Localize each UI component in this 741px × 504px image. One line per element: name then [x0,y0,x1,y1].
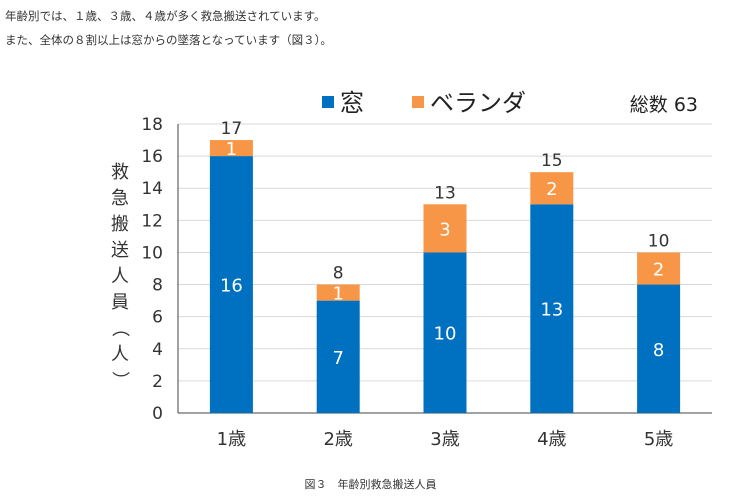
legend-label: 窓 [340,89,364,117]
y-tick-label: 16 [141,147,163,167]
data-label: 3 [439,219,450,240]
figure-caption: 図３ 年齢別救急搬送人員 [304,478,437,491]
stacked-bar-chart: 024681012141618救急搬送人員（人）161171歳7182歳1031… [109,89,712,450]
bar-window [530,204,574,413]
bar-veranda [316,284,360,301]
legend-swatch [322,96,334,108]
data-label: 16 [220,276,243,297]
total-label: 15 [541,151,563,171]
y-tick-label: 0 [152,404,163,424]
y-tick-label: 6 [152,308,163,328]
y-tick-label: 10 [141,243,163,263]
y-tick-label: 2 [152,372,163,392]
total-label: 17 [221,119,243,139]
y-tick-label: 18 [141,115,163,135]
data-label: 2 [546,179,557,200]
bar-veranda [423,204,467,253]
y-axis-label-char: 人 [111,344,129,365]
bar-veranda [209,140,253,157]
y-axis-label-char: （ [109,319,130,337]
data-label: 1 [332,284,343,305]
x-tick-label: 5歳 [644,429,673,450]
y-tick-label: 14 [141,179,163,199]
data-label: 8 [653,340,664,361]
legend-label: ベランダ [430,89,526,117]
data-label: 2 [653,260,664,281]
total-label: 13 [434,183,456,203]
y-axis-label-char: ） [109,371,130,389]
data-label: 10 [434,324,457,345]
total-label: 10 [648,231,670,251]
y-tick-label: 4 [152,340,163,360]
legend-swatch [412,96,424,108]
bar-window [637,284,681,413]
y-axis-label-char: 送 [111,240,129,261]
x-tick-label: 3歳 [430,429,459,450]
y-axis-label-char: 搬 [111,214,129,235]
x-tick-label: 1歳 [217,429,246,450]
intro-line-1: 年齢別では、１歳、３歳、４歳が多く救急搬送されています。 [5,9,326,23]
intro-line-2: また、全体の８割以上は窓からの墜落となっています（図３）。 [5,33,332,47]
y-axis-label-char: 員 [111,292,129,313]
y-axis-label-char: 急 [111,188,129,209]
total-label: 8 [333,264,344,284]
data-label: 7 [332,348,343,369]
data-label: 1 [226,139,237,160]
x-tick-label: 4歳 [537,429,566,450]
bar-window [423,252,467,413]
y-axis-label-char: 救 [111,162,129,183]
bar-window [209,156,253,413]
y-tick-label: 12 [141,211,163,231]
data-label: 13 [540,300,563,321]
bar-veranda [637,252,681,285]
y-axis-label-char: 人 [111,266,129,287]
bar-veranda [530,172,574,205]
y-tick-label: 8 [152,276,163,296]
x-tick-label: 2歳 [323,429,352,450]
total-count: 総数 63 [630,94,698,116]
bar-window [316,300,360,413]
